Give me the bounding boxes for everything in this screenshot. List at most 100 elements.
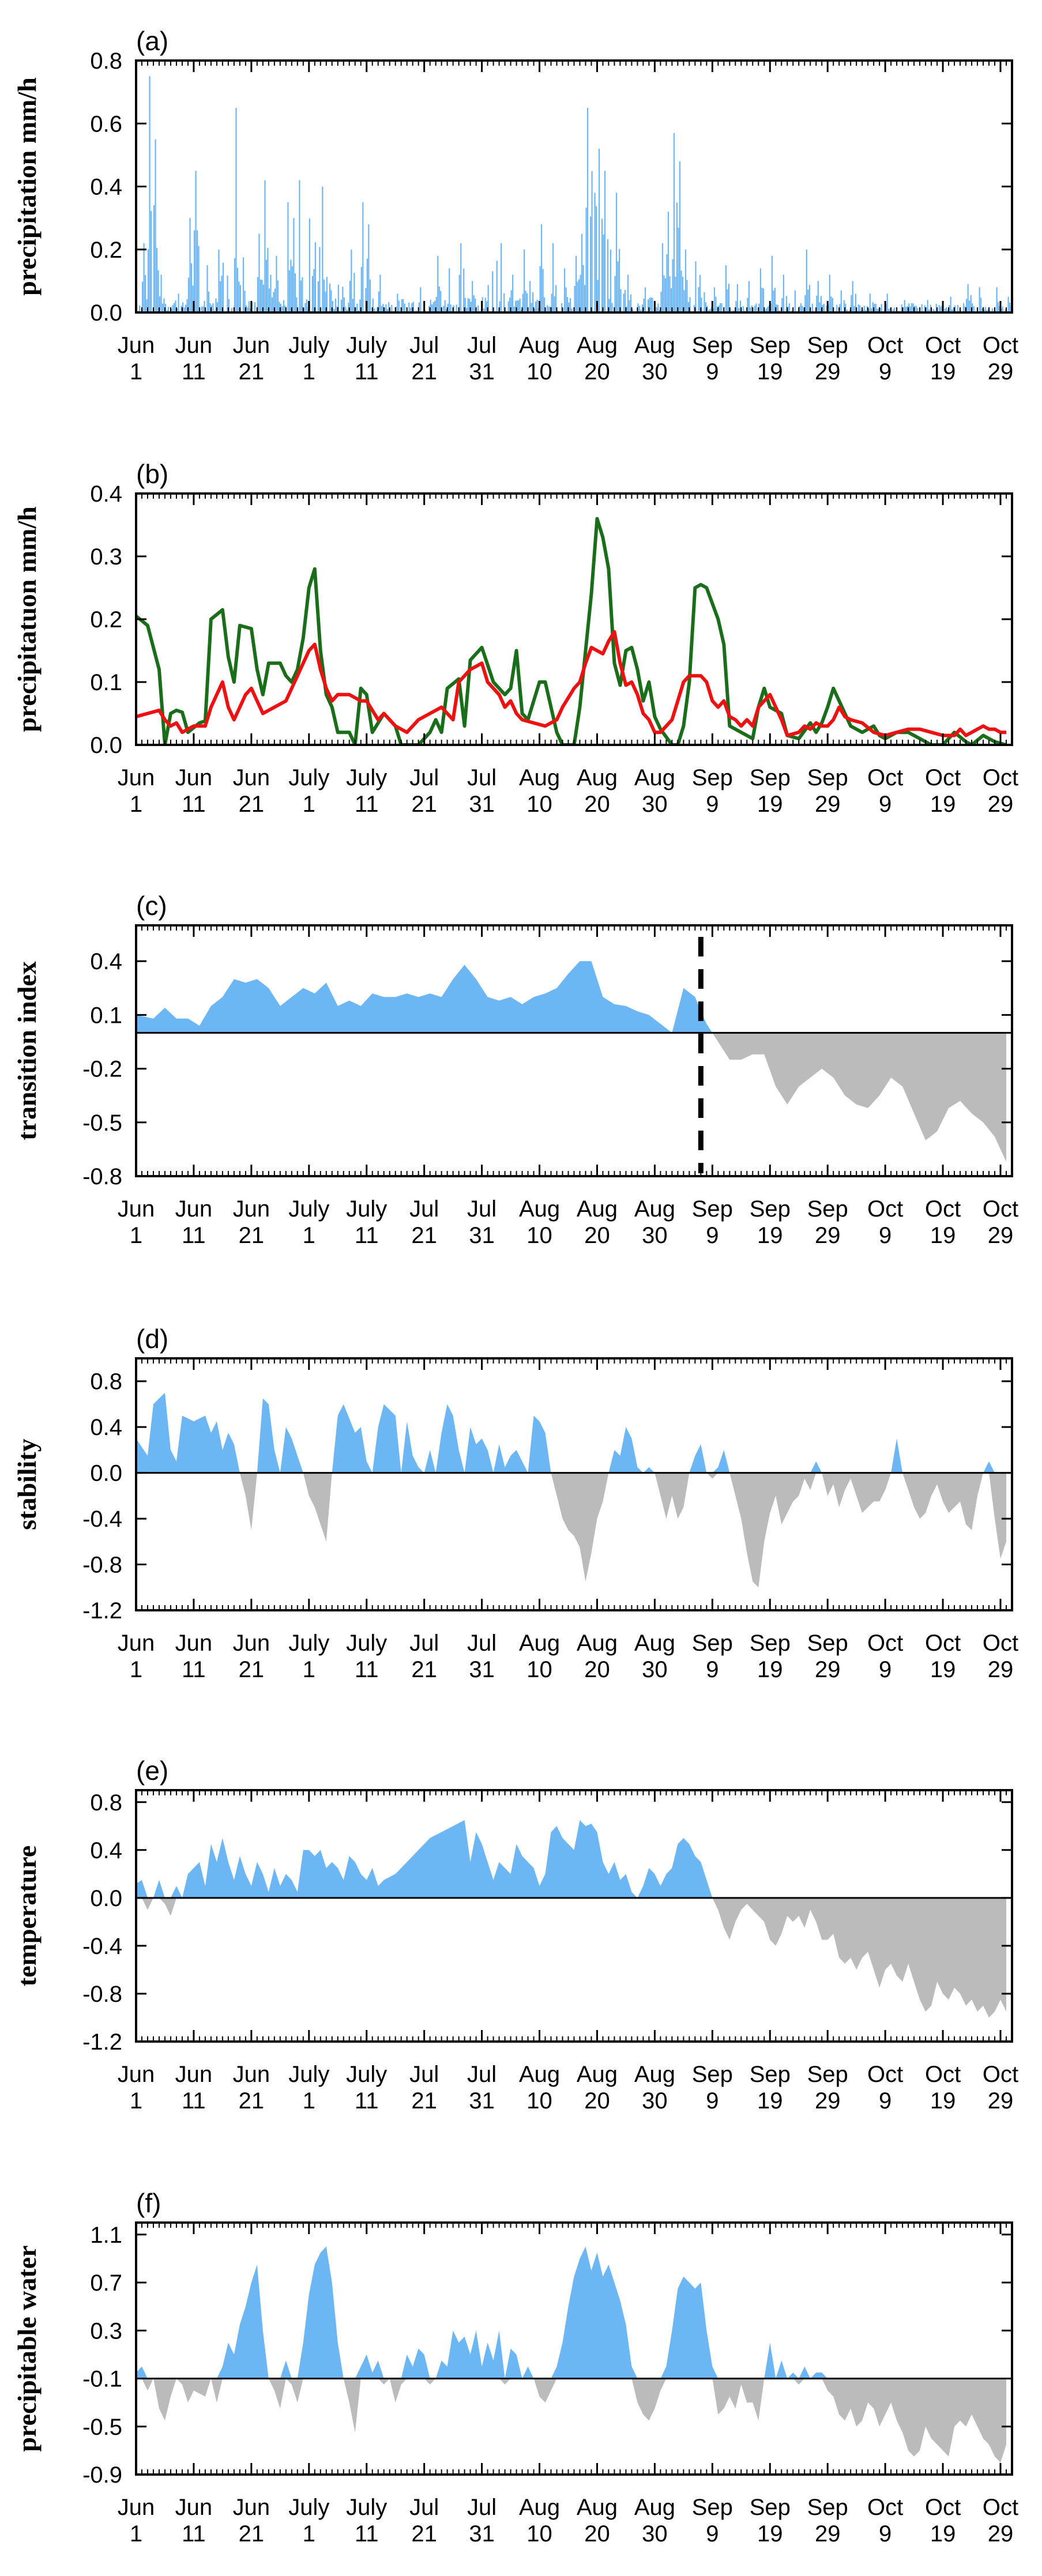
precip-bar (335, 299, 336, 312)
x-tick-month: Aug (634, 2062, 675, 2087)
x-tick-day: 9 (879, 792, 891, 817)
precip-bar (577, 281, 578, 312)
x-tick-day: 19 (930, 2521, 956, 2547)
x-tick-month: July (346, 1630, 387, 1656)
precip-bar (472, 281, 473, 312)
precip-bar (979, 287, 980, 312)
x-tick-month: Sep (692, 1630, 733, 1656)
precip-bar (492, 272, 493, 312)
x-tick-month: Sep (807, 1630, 848, 1656)
precip-bar (439, 287, 440, 312)
x-tick-month: Aug (634, 2495, 675, 2520)
precip-bar (582, 265, 584, 312)
precip-bar (162, 304, 163, 312)
panel-label: (b) (136, 459, 168, 489)
precip-bar (496, 261, 498, 312)
x-tick-month: Jul (409, 2495, 439, 2520)
y-tick-label: -0.2 (82, 1057, 122, 1082)
precip-bar (292, 266, 293, 312)
precip-bar (789, 303, 790, 312)
precip-bar (714, 287, 715, 312)
x-tick-day: 29 (815, 2521, 841, 2547)
precip-bar (270, 274, 271, 312)
y-axis-title: temperature (12, 1846, 42, 1986)
precip-bar (1009, 303, 1010, 312)
x-tick-day: 30 (642, 2521, 668, 2547)
precip-bar (927, 300, 928, 312)
x-tick-month: Oct (867, 333, 903, 358)
precip-bar (260, 280, 261, 312)
x-tick-day: 21 (411, 1657, 437, 1682)
x-tick-month: Jun (233, 2495, 270, 2520)
precip-bar (145, 275, 146, 312)
precip-bar (591, 171, 592, 312)
precip-bar (212, 303, 213, 312)
precip-bar (594, 193, 595, 312)
x-tick-day: 19 (757, 359, 783, 385)
x-tick-day: 21 (239, 1223, 265, 1248)
precip-bar (206, 265, 208, 312)
precip-bar (445, 300, 446, 312)
x-tick-day: 1 (130, 2521, 142, 2547)
x-tick-day: 1 (130, 1223, 142, 1248)
plot-area-a (136, 76, 1012, 312)
x-tick-month: Jun (175, 1196, 213, 1222)
y-tick-label: 0.4 (90, 175, 122, 200)
precip-bar (227, 276, 228, 312)
x-tick-month: Jun (175, 2495, 213, 2520)
y-tick-label: 0.7 (90, 2270, 122, 2296)
x-tick-day: 19 (757, 2088, 783, 2114)
x-tick-day: 11 (355, 2088, 379, 2114)
y-tick-label: 0.6 (90, 111, 122, 137)
precip-bar (541, 224, 542, 312)
precip-bar (818, 281, 819, 312)
x-tick-day: 10 (526, 1657, 552, 1682)
precip-bar (520, 299, 521, 312)
precip-bar (616, 193, 617, 312)
precip-bar (518, 300, 519, 312)
x-tick-month: Sep (750, 2495, 791, 2520)
precip-bar (397, 293, 398, 312)
precip-bar (352, 299, 353, 312)
y-tick-label: -0.8 (82, 1164, 122, 1189)
x-tick-day: 1 (303, 2521, 315, 2547)
precip-bar (287, 202, 288, 312)
precip-bar (721, 303, 722, 312)
precip-bar (289, 270, 290, 312)
precip-bar (148, 249, 149, 312)
x-tick-day: 29 (815, 2088, 841, 2114)
x-tick-month: July (288, 765, 329, 790)
x-tick-month: Jun (233, 333, 270, 358)
precip-bar (682, 277, 683, 312)
precip-bar (921, 304, 923, 312)
precip-bar (604, 171, 605, 312)
y-tick-label: 0.0 (90, 1461, 122, 1486)
precip-bar (535, 302, 536, 312)
x-tick-month: Jun (175, 2062, 213, 2087)
x-tick-month: Aug (577, 1196, 618, 1222)
y-axis-title: stability (12, 1438, 42, 1530)
precip-bar (313, 269, 314, 312)
x-tick-day: 29 (815, 1223, 841, 1248)
precip-bar (460, 243, 461, 312)
